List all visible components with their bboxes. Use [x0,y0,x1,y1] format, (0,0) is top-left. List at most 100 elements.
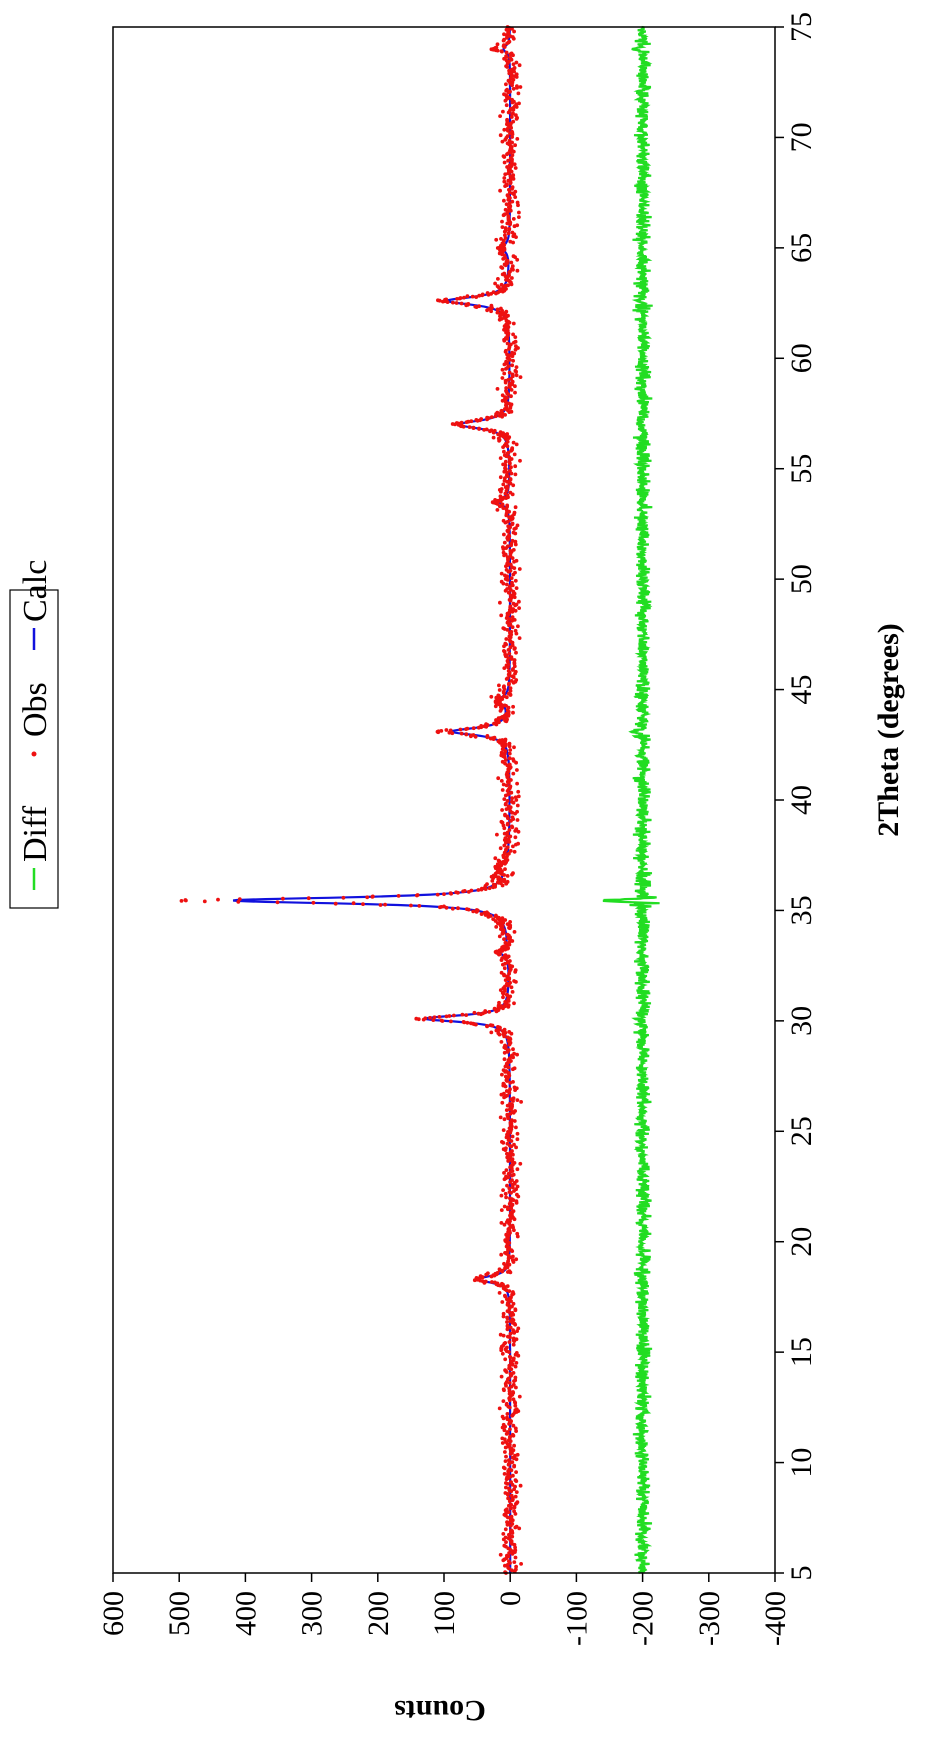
obs-point [517,606,521,610]
obs-point [518,375,523,379]
obs-point [505,1345,509,1350]
obs-point [507,1486,511,1491]
obs-point [503,466,507,470]
obs-point [511,332,515,337]
obs-point [501,1128,506,1132]
obs-point [450,906,455,911]
obs-point [489,415,494,419]
obs-point [476,1011,481,1016]
obs-point [507,227,512,231]
obs-point [511,62,516,67]
obs-point [514,1199,519,1203]
obs-point [504,1195,508,1200]
obs-point [515,1231,520,1236]
obs-point [499,579,504,584]
obs-point [507,828,512,832]
obs-point [505,981,509,986]
obs-point [512,745,516,750]
obs-point [488,1023,493,1027]
obs-point [514,365,519,369]
obs-point [504,103,509,108]
obs-point [511,871,515,876]
obs-point [501,1333,506,1338]
obs-point [486,1271,490,1276]
obs-point [501,518,506,523]
calc-series-line [232,27,512,1573]
obs-point [495,832,499,837]
obs-point [515,137,520,141]
obs-point [497,683,501,688]
count-tick-label: 600 [97,1591,130,1636]
obs-point [517,210,521,215]
obs-point [500,738,505,742]
obs-point [500,376,505,380]
obs-point [503,961,507,966]
obs-point [511,217,516,221]
obs-point [502,666,507,670]
obs-point [498,494,503,499]
obs-point [514,827,519,831]
obs-point [504,403,508,408]
obs-point [501,944,506,949]
obs-point [515,223,520,228]
obs-point [477,426,481,431]
obs-point [365,895,370,900]
obs-point [483,1009,488,1013]
obs-point [506,1159,511,1163]
obs-point [505,341,510,346]
obs-point [511,111,515,116]
obs-point [502,684,506,689]
obs-point [495,284,500,289]
obs-point [494,45,499,50]
obs-point [511,710,515,715]
obs-point [504,82,508,87]
obs-point [502,32,506,37]
obs-point [505,432,510,436]
obs-point [499,237,503,241]
obs-point [485,291,490,295]
obs-point [507,273,511,278]
obs-point [501,853,506,858]
obs-point [501,1465,506,1470]
obs-point [508,34,513,38]
obs-point [462,889,467,893]
obs-point [479,912,484,916]
obs-point [503,228,508,233]
obs-point [498,114,502,118]
obs-point [513,384,517,389]
obs-point [502,1057,507,1062]
obs-point [504,1146,508,1151]
obs-point [474,418,479,422]
obs-point [504,1108,509,1112]
axis-layer: 600 500 400 300 200 100 0 -100 -200 -300 -400 5 10 15… [97,12,818,1646]
obs-point [493,1280,497,1285]
obs-point [505,1315,509,1320]
obs-point [503,233,507,238]
obs-point [511,1328,515,1333]
obs-point [484,722,488,726]
obs-point [502,540,507,545]
obs-point [517,101,521,106]
obs-point [510,199,515,204]
obs-point [516,794,521,799]
two-theta-tick-label: 65 [785,233,818,263]
obs-point [507,278,511,283]
title-layer: 2Theta (degrees) Counts [394,623,905,1727]
obs-point [504,1540,508,1544]
obs-point [461,1020,466,1024]
obs-point [511,1397,516,1402]
obs-point [464,1013,469,1017]
legend-entry-calc: Calc [17,560,54,650]
obs-point [506,1218,510,1222]
obs-point [504,992,509,997]
obs-point [509,1480,513,1484]
x-axis-title: 2Theta (degrees) [872,623,905,837]
obs-point [504,318,509,323]
obs-point [514,1145,518,1150]
obs-point [508,353,512,358]
obs-point [518,85,523,89]
obs-point [505,1430,510,1434]
count-tick-label: 200 [362,1591,395,1636]
obs-point [503,172,508,177]
